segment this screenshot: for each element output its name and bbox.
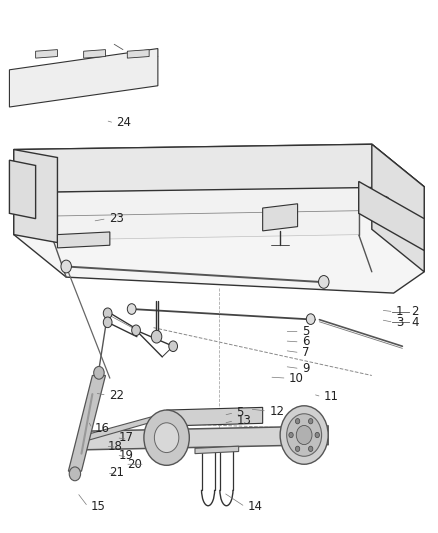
Text: 2: 2	[411, 305, 419, 318]
Polygon shape	[53, 150, 359, 240]
Polygon shape	[372, 144, 424, 272]
Text: 6: 6	[302, 335, 310, 349]
Text: 5: 5	[237, 406, 244, 419]
Text: 7: 7	[302, 346, 310, 359]
Circle shape	[94, 367, 104, 379]
Polygon shape	[14, 144, 424, 293]
Circle shape	[380, 196, 390, 209]
Circle shape	[132, 325, 141, 336]
Polygon shape	[79, 413, 175, 440]
Text: 15: 15	[90, 500, 105, 513]
Text: 21: 21	[109, 466, 124, 479]
Text: 1: 1	[396, 305, 403, 318]
Circle shape	[19, 185, 26, 193]
Polygon shape	[14, 144, 424, 192]
Circle shape	[61, 260, 71, 273]
Circle shape	[69, 467, 81, 481]
Polygon shape	[263, 204, 297, 231]
Circle shape	[80, 235, 87, 243]
Polygon shape	[10, 49, 158, 107]
Text: 11: 11	[324, 390, 339, 403]
Text: 9: 9	[302, 362, 310, 375]
Circle shape	[280, 406, 328, 464]
Circle shape	[144, 410, 189, 465]
Text: 12: 12	[269, 405, 284, 417]
Text: 20: 20	[127, 458, 142, 471]
Polygon shape	[79, 426, 328, 450]
Text: 16: 16	[95, 422, 110, 435]
Polygon shape	[359, 181, 424, 251]
Text: 10: 10	[289, 372, 304, 385]
Text: 17: 17	[119, 431, 134, 444]
Text: 5: 5	[302, 325, 309, 338]
Circle shape	[306, 314, 315, 325]
Circle shape	[287, 414, 321, 456]
Circle shape	[289, 432, 293, 438]
Polygon shape	[35, 50, 57, 58]
Text: 18: 18	[108, 440, 123, 453]
Circle shape	[295, 418, 300, 424]
Text: 22: 22	[109, 389, 124, 402]
Polygon shape	[84, 50, 106, 58]
Circle shape	[154, 423, 179, 453]
Text: 4: 4	[411, 316, 419, 329]
Circle shape	[103, 317, 112, 328]
Text: 13: 13	[237, 414, 251, 427]
Text: 23: 23	[109, 212, 124, 225]
Text: 19: 19	[119, 449, 134, 462]
Polygon shape	[127, 50, 149, 58]
Circle shape	[381, 208, 389, 219]
Circle shape	[151, 330, 162, 343]
Text: 24: 24	[117, 117, 131, 130]
Polygon shape	[68, 375, 106, 471]
Circle shape	[318, 276, 329, 288]
Circle shape	[315, 432, 319, 438]
Circle shape	[103, 308, 112, 319]
Polygon shape	[195, 446, 239, 454]
Polygon shape	[57, 232, 110, 248]
Circle shape	[308, 418, 313, 424]
Polygon shape	[14, 150, 57, 243]
Circle shape	[19, 196, 26, 204]
Text: 3: 3	[396, 316, 403, 329]
Polygon shape	[10, 160, 35, 219]
Circle shape	[308, 446, 313, 451]
Circle shape	[127, 304, 136, 314]
Circle shape	[169, 341, 177, 352]
Text: 14: 14	[247, 500, 262, 513]
Circle shape	[296, 425, 312, 445]
Circle shape	[295, 446, 300, 451]
Polygon shape	[166, 407, 263, 426]
